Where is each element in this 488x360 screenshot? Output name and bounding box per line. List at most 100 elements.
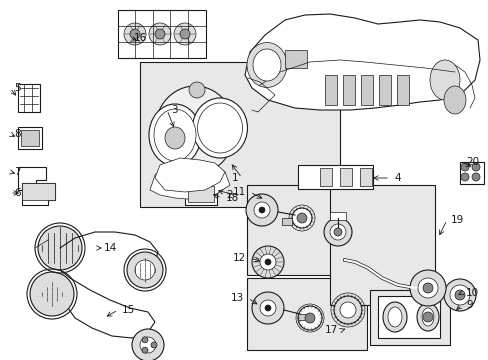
Text: 6: 6 [14, 188, 20, 198]
Circle shape [333, 296, 361, 324]
Circle shape [155, 29, 164, 39]
Circle shape [291, 208, 311, 228]
Ellipse shape [387, 307, 401, 327]
Ellipse shape [155, 86, 235, 174]
Bar [329, 212, 346, 220]
Circle shape [417, 278, 437, 298]
Circle shape [135, 260, 155, 280]
Ellipse shape [197, 103, 242, 153]
Text: 17: 17 [324, 325, 337, 335]
Text: 20: 20 [465, 157, 478, 167]
Bar [21, 130, 39, 146]
Circle shape [324, 218, 351, 246]
Bar [184, 183, 217, 205]
Circle shape [127, 252, 163, 288]
Circle shape [130, 29, 140, 39]
Bar [140, 62, 339, 207]
Text: 1: 1 [231, 173, 238, 183]
Ellipse shape [149, 104, 201, 166]
Bar [22, 183, 55, 200]
Text: 3: 3 [171, 105, 177, 115]
Bar [297, 165, 372, 189]
Circle shape [251, 292, 284, 324]
Ellipse shape [164, 127, 184, 149]
Bar [285, 50, 306, 68]
Circle shape [260, 300, 275, 316]
Circle shape [409, 270, 445, 306]
Circle shape [124, 23, 146, 45]
Ellipse shape [192, 98, 247, 158]
Text: 2: 2 [226, 190, 232, 200]
Circle shape [297, 306, 321, 330]
Text: 11: 11 [232, 187, 245, 197]
Polygon shape [22, 183, 55, 205]
Circle shape [142, 347, 148, 353]
Polygon shape [150, 160, 229, 200]
Circle shape [443, 279, 475, 311]
Bar [459, 162, 483, 184]
Circle shape [251, 246, 284, 278]
Bar [325, 75, 336, 105]
Circle shape [140, 337, 156, 353]
Text: 7: 7 [14, 167, 20, 177]
Circle shape [259, 207, 264, 213]
Text: 12: 12 [232, 253, 245, 263]
Ellipse shape [429, 60, 459, 100]
Circle shape [471, 163, 479, 171]
Text: 18: 18 [225, 193, 239, 203]
Circle shape [422, 312, 432, 322]
Ellipse shape [382, 302, 406, 332]
Circle shape [260, 254, 275, 270]
Bar [118, 10, 205, 58]
Bar [396, 75, 408, 105]
Bar [339, 168, 351, 186]
Bar [18, 84, 40, 112]
Polygon shape [18, 167, 46, 190]
Circle shape [422, 283, 432, 293]
Circle shape [339, 302, 355, 318]
Text: 4: 4 [393, 173, 400, 183]
Ellipse shape [416, 303, 438, 331]
Circle shape [471, 173, 479, 181]
Circle shape [189, 82, 204, 98]
Ellipse shape [246, 42, 286, 87]
Ellipse shape [421, 308, 433, 326]
Bar [297, 314, 305, 320]
Text: 8: 8 [14, 129, 20, 139]
Bar [359, 168, 371, 186]
Bar [329, 185, 434, 305]
Circle shape [264, 259, 270, 265]
Circle shape [305, 313, 314, 323]
Bar [369, 290, 449, 345]
Text: 19: 19 [450, 215, 463, 225]
Circle shape [460, 163, 468, 171]
Text: 15: 15 [122, 305, 135, 315]
Text: 9: 9 [465, 300, 472, 310]
Circle shape [333, 228, 341, 236]
Circle shape [151, 342, 157, 348]
Bar [319, 168, 331, 186]
Circle shape [296, 213, 306, 223]
Circle shape [449, 285, 469, 305]
Circle shape [142, 337, 148, 343]
Bar [246, 278, 366, 350]
Polygon shape [244, 14, 479, 110]
Circle shape [245, 194, 278, 226]
Bar [282, 218, 291, 225]
Circle shape [174, 23, 196, 45]
Bar [360, 75, 372, 105]
Text: 13: 13 [230, 293, 244, 303]
Text: 5: 5 [14, 83, 20, 93]
Circle shape [132, 329, 163, 360]
Bar [18, 127, 42, 149]
Circle shape [329, 224, 346, 240]
Ellipse shape [252, 49, 281, 81]
Bar [246, 185, 366, 275]
Circle shape [30, 272, 74, 316]
Circle shape [454, 290, 464, 300]
Ellipse shape [443, 86, 465, 114]
Polygon shape [155, 158, 224, 192]
Bar [187, 186, 214, 202]
Circle shape [38, 226, 82, 270]
Text: 14: 14 [104, 243, 117, 253]
